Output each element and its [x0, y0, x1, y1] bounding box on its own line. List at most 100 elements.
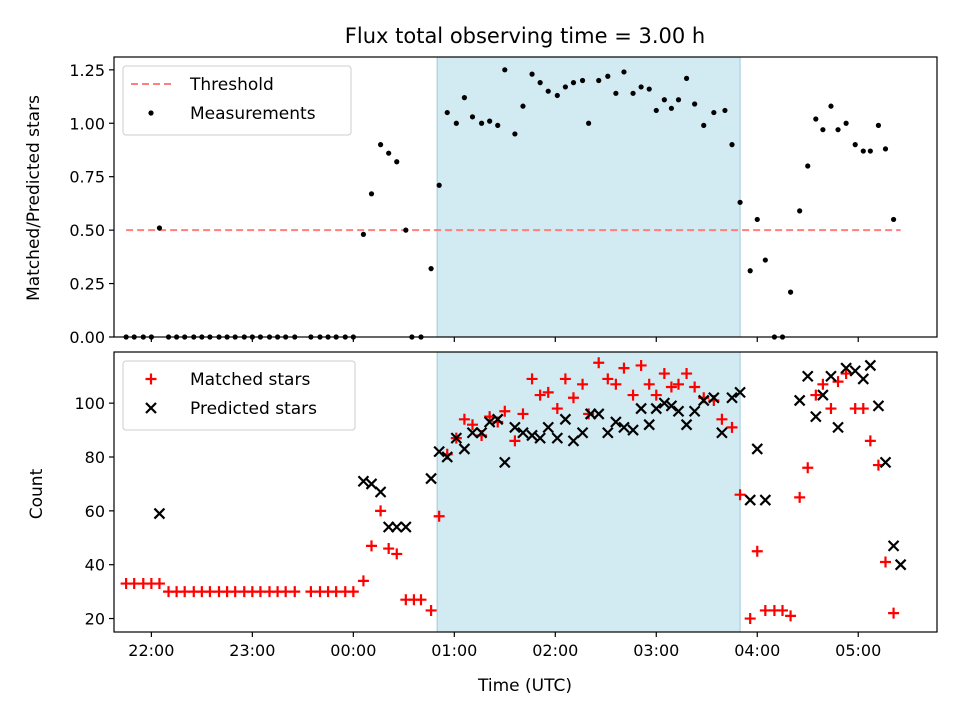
measurements-point — [762, 257, 768, 263]
predicted-stars-point — [716, 426, 728, 439]
predicted-stars-point — [894, 558, 907, 571]
measurements-point — [692, 101, 698, 107]
matched-stars-point — [665, 381, 677, 393]
chart-title: Flux total observing time = 3.00 h — [345, 24, 705, 48]
matched-stars-point — [499, 405, 511, 417]
predicted-stars-point — [618, 421, 630, 434]
measurements-point — [579, 77, 586, 84]
predicted-stars-point — [665, 400, 678, 412]
count-series — [120, 357, 907, 625]
matched-stars-point — [567, 392, 579, 404]
matched-stars-point — [526, 373, 538, 385]
predicted-stars-point — [441, 451, 454, 463]
measurements-point — [711, 109, 717, 116]
matched-stars-point — [153, 578, 165, 590]
measurements-point — [729, 142, 735, 148]
predicted-stars-point — [672, 405, 685, 418]
y-tick-label: 0.00 — [69, 328, 105, 347]
predicted-stars-point — [534, 432, 546, 444]
predicted-stars-point — [450, 432, 463, 444]
measurements-point — [747, 268, 753, 274]
measurements-point — [653, 107, 659, 114]
measurements-point — [890, 216, 897, 223]
predicted-stars-point — [726, 391, 738, 404]
measurements-point — [828, 103, 834, 109]
matched-stars-point — [289, 586, 301, 598]
matched-stars-point — [635, 359, 647, 371]
matched-stars-point — [672, 378, 684, 390]
matched-stars-point — [577, 378, 589, 390]
measurements-point — [668, 105, 675, 111]
predicted-stars-point — [832, 421, 844, 434]
matched-stars-point — [466, 419, 478, 431]
matched-stars-point — [825, 403, 837, 415]
measurements-point — [403, 227, 409, 233]
measurements-point — [562, 84, 568, 90]
matched-stars-point — [658, 368, 670, 380]
predicted-stars-point — [365, 478, 378, 490]
predicted-stars-point — [491, 413, 504, 426]
matched-stars-point — [650, 389, 662, 401]
measurements-point — [156, 225, 163, 231]
legend-label: Measurements — [190, 104, 316, 124]
matched-stars-point — [681, 368, 693, 380]
predicted-stars-point — [526, 429, 538, 442]
matched-stars-point — [776, 604, 788, 616]
matched-stars-point — [433, 510, 445, 522]
matched-stars-point — [810, 389, 822, 401]
predicted-stars-point — [825, 370, 837, 383]
measurements-point — [613, 90, 619, 96]
predicted-stars-point — [650, 402, 663, 415]
matched-stars-point — [542, 386, 554, 398]
measurements-point — [661, 97, 667, 103]
matched-stars-point — [415, 594, 427, 606]
y-tick-label: 0.50 — [69, 221, 105, 240]
matched-stars-point — [643, 378, 655, 390]
matched-stars-point — [357, 575, 369, 587]
predicted-stars-point — [857, 373, 870, 385]
matched-stars-point — [509, 435, 521, 447]
matched-stars-point — [602, 373, 614, 385]
matched-stars-point — [857, 403, 869, 415]
predicted-stars-point — [559, 413, 572, 426]
measurements-point — [646, 86, 652, 92]
matched-stars-point — [794, 491, 806, 503]
predicted-stars-point — [840, 362, 852, 374]
measurements-point — [495, 122, 501, 128]
x-tick-label: 03:00 — [633, 641, 679, 660]
predicted-stars-point — [879, 456, 892, 469]
predicted-stars-point — [658, 397, 671, 409]
measurements-point — [835, 127, 841, 133]
predicted-stars-point — [425, 472, 437, 485]
predicted-stars-point — [734, 386, 746, 399]
predicted-stars-point — [817, 389, 829, 401]
predicted-stars-point — [697, 394, 710, 407]
measurements-point — [683, 75, 690, 81]
measurements-point — [754, 216, 760, 223]
predicted-stars-point — [887, 540, 900, 552]
measurements-point — [444, 109, 450, 116]
predicted-stars-point — [801, 370, 814, 383]
x-tick-label: 01:00 — [431, 641, 477, 660]
measurements-point — [630, 90, 636, 96]
measurements-point — [545, 88, 551, 94]
predicted-stars-point — [680, 418, 693, 431]
measurements-point — [722, 107, 728, 114]
legend-label: Matched stars — [190, 370, 310, 390]
measurements-point — [360, 231, 367, 238]
x-tick-label: 02:00 — [532, 641, 578, 660]
predicted-stars-point — [872, 400, 885, 412]
predicted-stars-point — [627, 424, 639, 436]
legend-box — [122, 65, 352, 136]
top-y-axis-label: Matched/Predicted stars — [24, 95, 44, 301]
predicted-stars-point — [602, 426, 614, 439]
predicted-stars-point — [793, 394, 806, 407]
matched-stars-point — [610, 378, 622, 390]
measurements-point — [805, 163, 811, 169]
matched-stars-point — [726, 421, 738, 433]
measurements-point — [875, 122, 882, 128]
measurements-point — [453, 120, 459, 126]
top-axes: 0.00 0.25 0.50 0.75 1.00 1.25 — [69, 56, 938, 347]
legend-marker — [145, 373, 157, 385]
legend-label: Predicted stars — [190, 399, 317, 419]
